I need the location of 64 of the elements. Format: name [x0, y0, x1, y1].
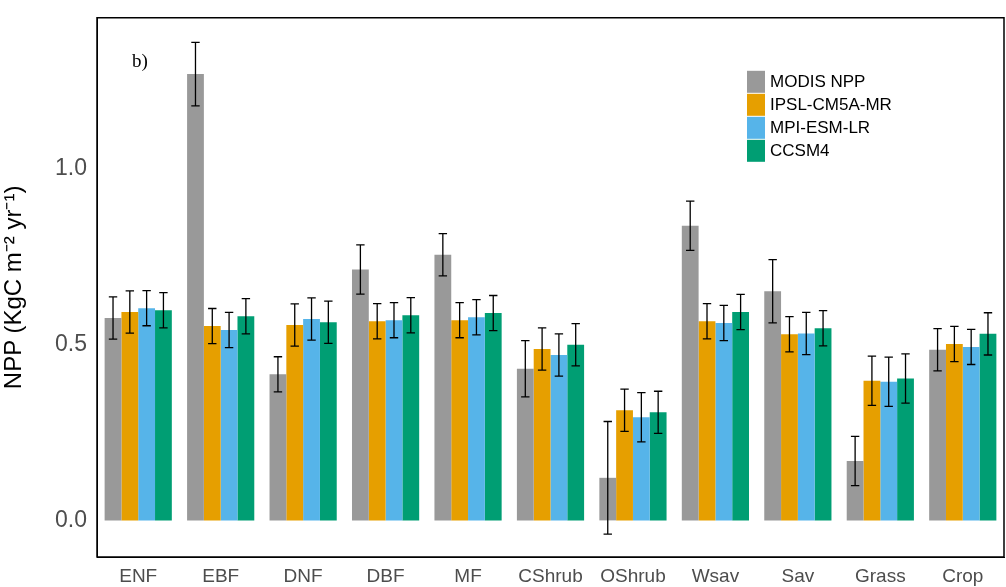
bar [649, 412, 667, 521]
bar [880, 381, 898, 521]
bar [220, 329, 238, 521]
bar [945, 344, 963, 521]
bar [385, 320, 403, 521]
bar [781, 334, 798, 521]
bar [715, 322, 733, 521]
bar [434, 254, 452, 521]
y-axis-title: NPP (KgC m⁻² yr⁻¹) [0, 185, 27, 390]
bar [121, 312, 139, 521]
bar [484, 313, 502, 521]
bar [533, 348, 551, 521]
x-tick-label: DNF [283, 564, 323, 586]
bar [550, 354, 568, 521]
bar [368, 321, 386, 521]
bar [929, 349, 946, 521]
bar [269, 374, 287, 521]
legend-label: MODIS NPP [770, 71, 866, 91]
bar [451, 320, 469, 521]
bar [962, 346, 980, 521]
x-tick-label: Grass [854, 564, 906, 586]
bar [616, 410, 633, 521]
legend-label: CCSM4 [770, 140, 830, 160]
bar [897, 378, 914, 521]
bar [599, 477, 617, 521]
bar [319, 322, 337, 521]
bar [187, 74, 204, 521]
bar [698, 321, 716, 521]
x-tick-label: Sav [781, 564, 815, 586]
bar [979, 333, 997, 521]
bar [351, 269, 369, 521]
bar [846, 460, 864, 521]
bar [681, 225, 699, 521]
bar [104, 318, 122, 521]
x-tick-label: Crop [942, 564, 984, 586]
bar [863, 380, 881, 521]
bar [632, 417, 650, 521]
bar [402, 315, 420, 521]
bar [155, 310, 172, 521]
bar [764, 291, 782, 521]
x-tick-label: DBF [366, 564, 405, 586]
x-tick-label: EBF [202, 564, 240, 586]
bar [814, 328, 832, 521]
bar [203, 326, 221, 521]
x-tick-label: Wsav [691, 564, 740, 586]
bar [567, 344, 585, 521]
x-tick-label: ENF [119, 564, 158, 586]
bar [732, 312, 750, 521]
bar [516, 368, 534, 521]
legend-label: IPSL-CM5A-MR [770, 94, 892, 114]
x-tick-label: CShrub [518, 564, 583, 586]
bar [797, 333, 815, 521]
y-tick-label: 0.5 [55, 329, 87, 356]
x-tick-label: MF [454, 564, 482, 586]
bar [303, 319, 320, 521]
legend-label: MPI-ESM-LR [770, 117, 871, 137]
bar [237, 316, 255, 521]
x-tick-label: OShrub [600, 564, 666, 586]
annotation: b) [132, 50, 148, 73]
bar [468, 317, 485, 521]
y-tick-label: 1.0 [55, 153, 87, 180]
bar [138, 308, 156, 521]
y-tick-label: 0.0 [55, 505, 87, 532]
bar [286, 325, 304, 521]
